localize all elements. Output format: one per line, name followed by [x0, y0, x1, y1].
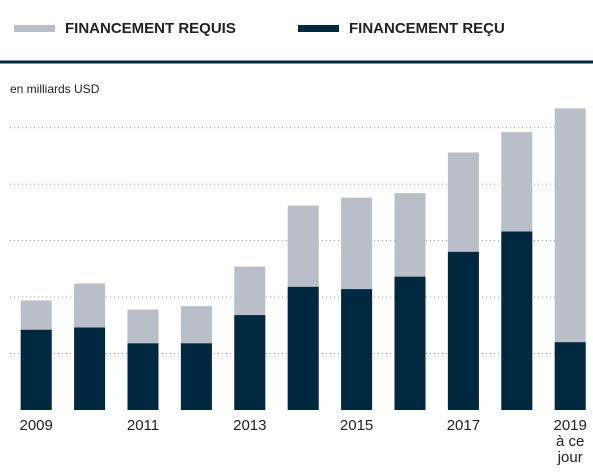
legend-label: FINANCEMENT REQUIS: [65, 20, 236, 37]
x-tick-label: 2009: [19, 417, 53, 434]
bar: [501, 231, 533, 410]
x-tick-label: 2017: [446, 417, 481, 434]
bar: [447, 251, 479, 410]
bar: [180, 343, 212, 410]
legend-swatch: [298, 25, 339, 32]
bar: [20, 329, 52, 410]
x-tick-label: 2019 à ce jour: [553, 417, 587, 466]
bar: [287, 286, 319, 410]
bar: [341, 289, 373, 410]
legend-swatch: [14, 25, 55, 32]
bar: [234, 315, 266, 410]
bar: [394, 276, 426, 410]
bar: [127, 343, 159, 410]
bar: [74, 327, 106, 410]
x-tick-label: 2011: [126, 417, 160, 434]
x-tick-label: 2015: [339, 417, 374, 434]
x-tick-label: 2013: [233, 417, 267, 434]
bar: [554, 342, 586, 410]
legend-label: FINANCEMENT REÇU: [349, 20, 505, 37]
subtitle: en milliards USD: [10, 82, 100, 96]
